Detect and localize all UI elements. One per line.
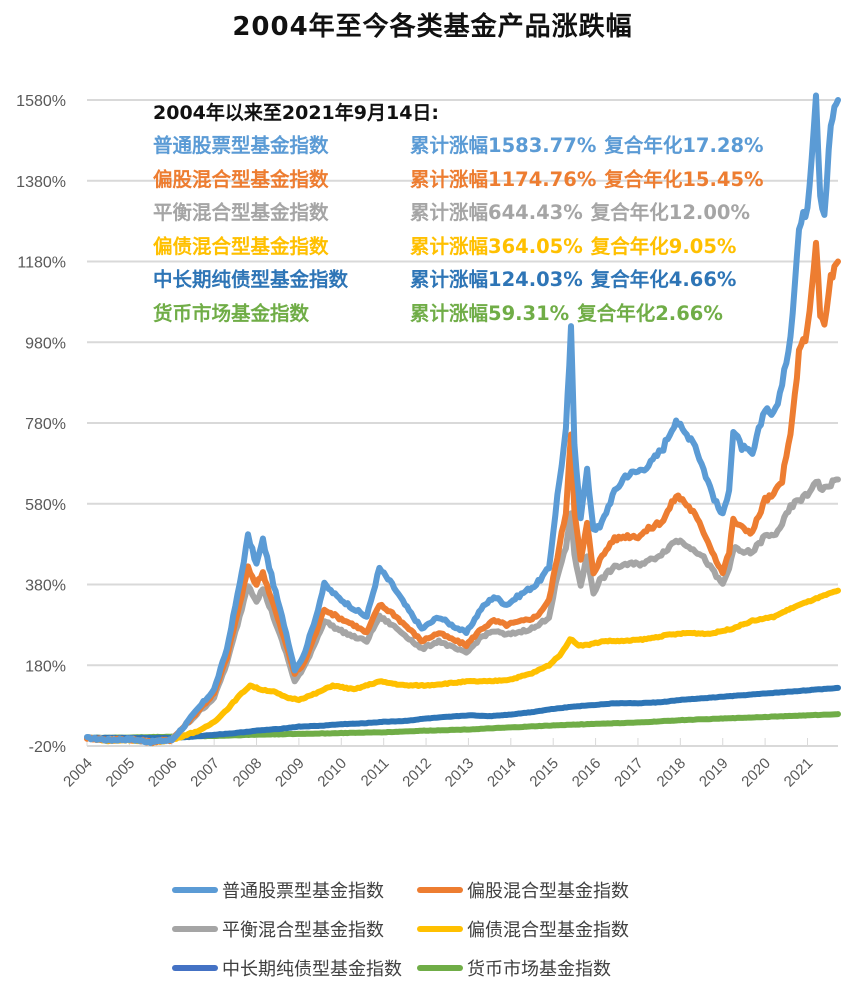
gridlines [87,99,838,747]
x-tick-label: 2009 [272,755,308,791]
cumulative-return: 累计涨幅1583.77% [410,134,597,157]
fund-index-name: 中长期纯债型基金指数 [153,268,349,291]
x-tick-label: 2019 [696,755,732,791]
series-line-3 [84,587,841,747]
legend-item: 平衡混合型基金指数 [172,916,384,942]
annotation-row: 中长期纯债型基金指数 累计涨幅124.03% 复合年化4.66% [153,263,764,297]
legend-swatch [417,926,463,932]
annualized-return: 复合年化9.05% [590,234,737,258]
annotation-rows: 普通股票型基金指数 累计涨幅1583.77% 复合年化17.28% 偏股混合型基金指数… [153,129,764,330]
chart-title: 2004年至今各类基金产品涨跌幅 [232,12,633,42]
legend-label: 平衡混合型基金指数 [222,920,384,941]
legend-swatch [172,887,218,893]
fund-index-name: 货币市场基金指数 [153,301,310,325]
legend-item: 普通股票型基金指数 [172,877,384,903]
y-tick-label: 1380% [16,174,66,191]
legend-label: 偏债混合型基金指数 [467,920,629,941]
legend-swatch [417,887,463,893]
y-tick-label: 180% [25,658,66,675]
y-tick-label: 380% [25,578,66,595]
y-tick-label: 780% [25,416,66,433]
annotation-row: 平衡混合型基金指数 累计涨幅644.43% 复合年化12.00% [153,196,764,230]
x-tick-label: 2015 [526,755,562,791]
x-tick-label: 2017 [611,755,647,791]
annualized-return: 复合年化2.66% [577,301,723,325]
legend-item: 货币市场基金指数 [417,955,611,981]
x-tick-label: 2005 [103,755,139,791]
legend-item: 中长期纯债型基金指数 [172,955,402,981]
legend-item: 偏债混合型基金指数 [417,916,629,942]
cumulative-return: 累计涨幅59.31% [410,301,570,325]
x-tick-label: 2007 [187,755,223,791]
annualized-return: 复合年化12.00% [590,201,751,224]
y-tick-label: 580% [25,497,66,514]
annualized-return: 复合年化17.28% [604,134,764,157]
fund-index-name: 平衡混合型基金指数 [153,201,329,224]
y-tick-label: 1180% [17,255,66,272]
x-tick-label: 2014 [484,755,520,791]
series-line-1 [84,239,841,746]
legend-item: 偏股混合型基金指数 [417,877,629,903]
cumulative-return: 累计涨幅1174.76% [410,167,597,191]
annotation-box: 2004年以来至2021年9月14日: 普通股票型基金指数 累计涨幅1583.77… [153,98,764,330]
annualized-return: 复合年化4.66% [590,268,737,291]
cumulative-return: 累计涨幅644.43% [410,201,583,224]
legend-label: 普通股票型基金指数 [222,881,384,902]
legend-label: 偏股混合型基金指数 [467,881,629,902]
x-tick-label: 2008 [230,755,266,791]
series-lines [84,92,841,747]
x-tick-label: 2004 [60,755,96,791]
annotation-row: 偏债混合型基金指数 累计涨幅364.05% 复合年化9.05% [153,230,764,264]
x-tick-label: 2006 [145,755,181,791]
series-line-0 [84,92,841,747]
legend-swatch [417,965,463,971]
y-axis-ticks: 1580% 1380% 1180% 980% 780% 580% 380% 180% -20% [16,93,66,756]
x-tick-label: 2016 [569,755,605,791]
fund-index-name: 偏股混合型基金指数 [153,167,329,191]
fund-index-name: 偏债混合型基金指数 [153,234,329,258]
fund-index-name: 普通股票型基金指数 [153,134,329,157]
annualized-return: 复合年化15.45% [604,167,764,191]
y-tick-label: -20% [29,739,66,756]
x-tick-label: 2021 [781,755,817,791]
annotation-row: 普通股票型基金指数 累计涨幅1583.77% 复合年化17.28% [153,129,764,163]
y-tick-label: 1580% [16,93,66,110]
annotation-row: 偏股混合型基金指数 累计涨幅1174.76% 复合年化15.45% [153,163,764,197]
x-tick-label: 2012 [399,755,435,791]
legend-label: 中长期纯债型基金指数 [222,959,402,980]
series-line-4 [84,684,841,742]
x-tick-label: 2018 [654,755,690,791]
cumulative-return: 累计涨幅124.03% [410,268,583,291]
x-tick-label: 2010 [314,755,350,791]
annotation-header: 2004年以来至2021年9月14日: [153,102,440,124]
x-tick-label: 2020 [738,755,774,791]
cumulative-return: 累计涨幅364.05% [410,234,583,258]
legend-swatch [172,965,218,971]
legend-swatch [172,926,218,932]
annotation-row: 货币市场基金指数 累计涨幅59.31% 复合年化2.66% [153,297,764,331]
x-tick-label: 2011 [358,755,393,790]
x-tick-label: 2013 [442,755,478,791]
y-tick-label: 980% [25,335,66,352]
legend-label: 货币市场基金指数 [467,959,611,980]
